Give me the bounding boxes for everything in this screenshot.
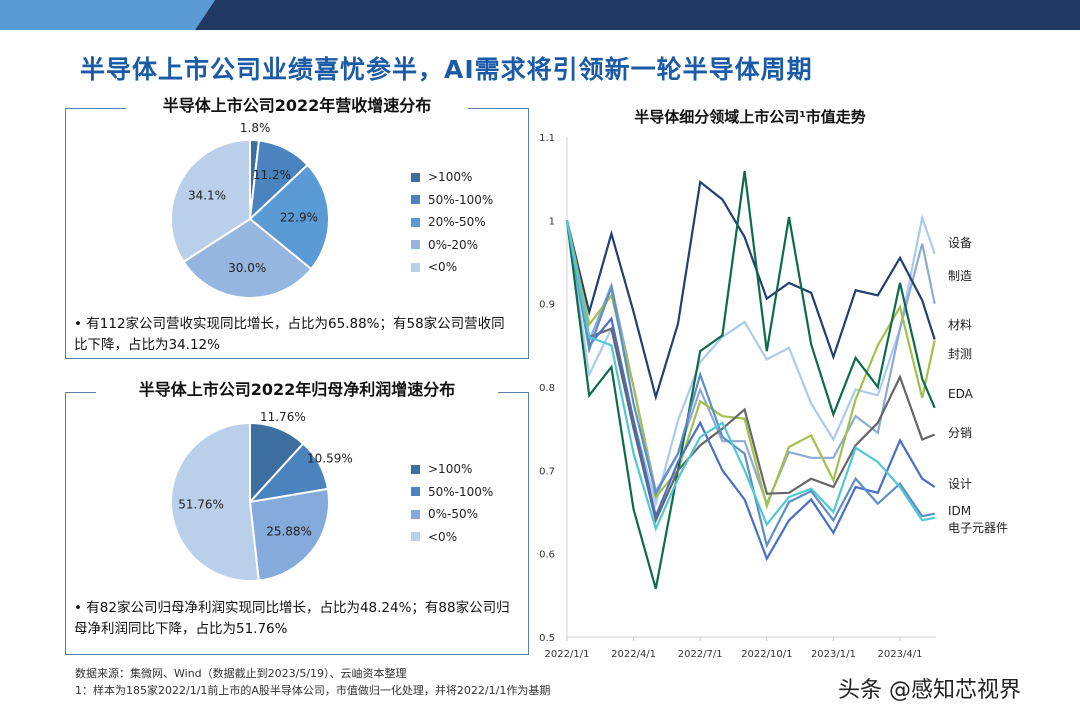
y-tick-label: 0.6 — [539, 550, 555, 561]
legend-swatch — [411, 532, 420, 542]
series-label: EDA — [948, 387, 974, 401]
pie-data-label: 22.9% — [280, 210, 318, 224]
legend-label: <0% — [428, 529, 458, 544]
profit-note: • 有82家公司归母净利润实现同比增长，占比为48.24%；有88家公司归母净利… — [74, 600, 510, 637]
legend-swatch — [411, 509, 420, 519]
pie-slice — [170, 138, 251, 264]
legend-label: 0%-20% — [428, 237, 479, 252]
pie-data-label: 25.88% — [266, 525, 312, 539]
legend-label: >100% — [428, 462, 473, 477]
series-line-分销 — [565, 220, 936, 524]
line-chart-title: 半导体细分领域上市公司¹市值走势 — [634, 108, 866, 126]
data-source: 数据来源：集微网、Wind（数据截止到2023/5/19）、云岫资本整理 — [75, 667, 407, 680]
legend-item: >100% — [411, 458, 493, 481]
x-tick-label: 2023/4/1 — [878, 649, 923, 660]
legend-item: 0%-50% — [411, 503, 493, 526]
x-tick-label: 2023/1/1 — [811, 649, 856, 660]
legend-label: 20%-50% — [428, 215, 486, 230]
legend-item: >100% — [411, 166, 493, 189]
legend-item: 50%-100% — [411, 481, 493, 504]
profit-legend: >100% 50%-100% 0%-50% <0% — [411, 458, 493, 548]
series-label: 材料 — [948, 318, 972, 332]
x-tick-label: 2022/1/1 — [545, 649, 590, 660]
legend-swatch — [411, 464, 420, 474]
pie-data-label: 34.1% — [188, 189, 226, 203]
pie-data-label: 10.59% — [307, 451, 353, 465]
series-label: 制造 — [948, 269, 972, 283]
legend-swatch — [411, 172, 420, 182]
revenue-legend: >100% 50%-100% 20%-50% 0%-20% <0% — [411, 166, 493, 279]
revenue-pie: 1.8% 11.2% 22.9% 30.0% 34.1% — [170, 121, 330, 299]
legend-item: 50%-100% — [411, 189, 493, 212]
pie-slice — [248, 163, 330, 271]
y-tick-label: 0.7 — [539, 466, 555, 477]
series-label: 设计 — [948, 477, 972, 491]
revenue-panel: 半导体上市公司2022年营收增速分布 1.8% 11.2% 22.9% 30.0% 34… — [65, 96, 529, 359]
legend-label: 50%-100% — [428, 192, 494, 207]
pie-slice — [182, 217, 313, 299]
legend-swatch — [411, 195, 420, 205]
series-label: IDM — [948, 504, 971, 518]
pie-data-label: 11.2% — [253, 168, 291, 182]
pie-data-label: 11.76% — [260, 410, 306, 424]
legend-label: 50%-100% — [428, 484, 494, 499]
legend-item: 20%-50% — [411, 211, 493, 234]
legend-swatch — [411, 217, 420, 227]
series-line-设计 — [565, 220, 936, 562]
pie-data-label: 1.8% — [240, 121, 271, 135]
y-tick-label: 0.8 — [539, 383, 555, 394]
pie-data-label: 30.0% — [228, 261, 266, 275]
watermark: 头条 @感知芯视界 — [838, 678, 1021, 703]
legend-item: <0% — [411, 256, 493, 279]
footnote: 1：样本为185家2022/1/1前上市的A股半导体公司，市值做归一化处理，并将… — [75, 684, 551, 697]
header-band — [0, 0, 1080, 30]
y-tick-label: 1.1 — [539, 133, 555, 144]
x-tick-label: 2022/10/1 — [741, 649, 792, 660]
series-label: 分销 — [948, 426, 972, 440]
series-line-制造 — [565, 220, 936, 507]
series-label: 设备 — [948, 236, 972, 250]
pie-slice — [248, 487, 330, 582]
y-tick-label: 0.9 — [539, 300, 555, 311]
legend-label: 0%-50% — [428, 507, 479, 522]
series-line-EDA — [565, 171, 936, 589]
legend-swatch — [411, 487, 420, 497]
legend-item: 0%-20% — [411, 234, 493, 257]
pie-data-label: 51.76% — [178, 498, 224, 512]
revenue-chart-title: 半导体上市公司2022年营收增速分布 — [152, 96, 442, 115]
profit-pie: 11.76% 10.59% 25.88% 51.76% — [170, 410, 353, 582]
legend-label: <0% — [428, 260, 458, 275]
legend-label: >100% — [428, 170, 473, 185]
y-tick-label: 0.5 — [539, 633, 555, 644]
market-cap-line-chart: 0.5 0.6 0.7 0.8 0.9 1 1.1 2022/1/1 2022/4/1 2022/… — [539, 133, 1008, 660]
legend-swatch — [411, 262, 420, 272]
x-tick-label: 2022/4/1 — [611, 649, 656, 660]
profit-panel: 半导体上市公司2022年归母净利润增速分布 11.76% 10.59% 25.88%… — [65, 380, 529, 655]
y-tick-label: 1 — [549, 216, 555, 227]
x-tick-label: 2022/7/1 — [678, 649, 723, 660]
series-label: 封测 — [948, 347, 972, 361]
legend-swatch — [411, 240, 420, 250]
series-label: 电子元器件 — [948, 521, 1008, 535]
series-line-封测 — [565, 220, 936, 510]
page-title: 半导体上市公司业绩喜忧参半，AI需求将引领新一轮半导体周期 — [80, 55, 813, 84]
profit-chart-title: 半导体上市公司2022年归母净利润增速分布 — [128, 380, 466, 399]
pie-slice — [170, 421, 260, 582]
revenue-note: • 有112家公司营收实现同比增长，占比为65.88%；有58家公司营收同比下降… — [74, 316, 505, 353]
legend-item: <0% — [411, 526, 493, 549]
series-line-电子元器件 — [565, 220, 935, 532]
